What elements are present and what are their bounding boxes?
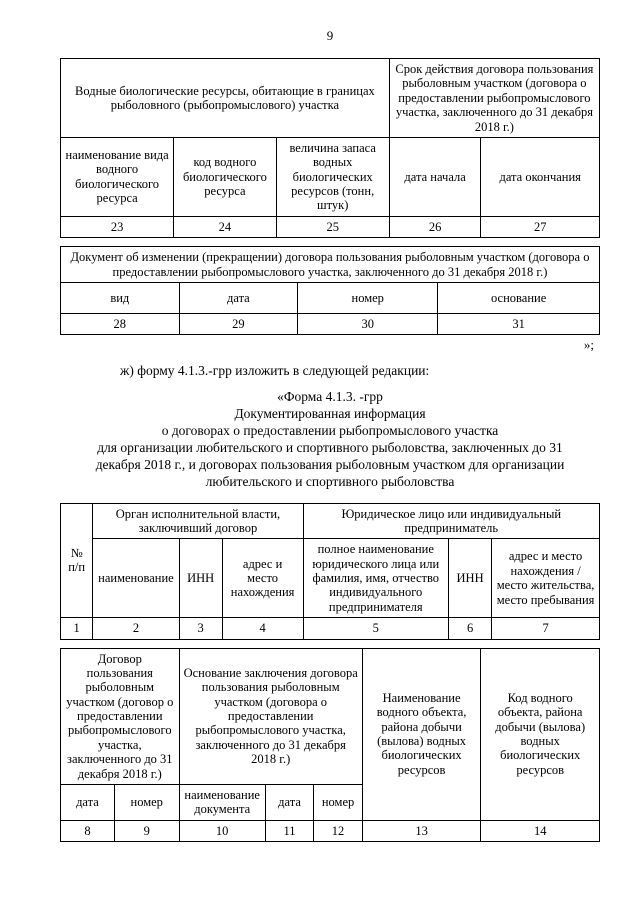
t1-s1: наименование вида водного биологического… <box>61 137 174 216</box>
t2-s1: вид <box>61 282 180 313</box>
t2-n2: 29 <box>179 313 298 334</box>
t2-s3: номер <box>298 282 438 313</box>
t2-h1: Документ об изменении (прекращении) дого… <box>61 247 600 283</box>
quote-end: »; <box>60 337 600 353</box>
t1-s3: величина запаса водных биологических рес… <box>276 137 389 216</box>
t3-n0: 1 <box>61 618 93 639</box>
t4-s5: номер <box>314 784 363 820</box>
t1-h1: Водные биологические ресурсы, обитающие … <box>61 59 390 138</box>
t3-s5: ИНН <box>449 539 492 618</box>
t3-n5: 6 <box>449 618 492 639</box>
t2-n4: 31 <box>438 313 600 334</box>
t3-n2: 3 <box>179 618 222 639</box>
t4-n2: 9 <box>114 820 179 841</box>
t1-n2: 24 <box>174 216 276 237</box>
t2-s4: основание <box>438 282 600 313</box>
t3-n6: 7 <box>492 618 600 639</box>
t4-h2: Основание заключения договора пользовани… <box>179 648 362 784</box>
t1-h2: Срок действия договора пользования рыбол… <box>389 59 599 138</box>
t3-s6: адрес и место нахождения / место жительс… <box>492 539 600 618</box>
t4-s1: дата <box>61 784 115 820</box>
t3-n3: 4 <box>222 618 303 639</box>
t1-n5: 27 <box>481 216 600 237</box>
page-number: 9 <box>60 28 600 44</box>
t4-s2: номер <box>114 784 179 820</box>
t4-n7: 14 <box>481 820 600 841</box>
t1-n4: 26 <box>389 216 481 237</box>
t4-h4: Код водного объекта, района добычи (выло… <box>481 648 600 820</box>
t3-s1: наименование <box>93 539 179 618</box>
table-resources: Водные биологические ресурсы, обитающие … <box>60 58 600 238</box>
t2-n3: 30 <box>298 313 438 334</box>
t4-n1: 8 <box>61 820 115 841</box>
t3-h1: Орган исполнительной власти, заключивший… <box>93 503 303 539</box>
t4-n3: 10 <box>179 820 265 841</box>
lead-text: ж) форму 4.1.3.-грр изложить в следующей… <box>120 363 560 379</box>
t1-s5: дата окончания <box>481 137 600 216</box>
table-authority-entity: № п/п Орган исполнительной власти, заклю… <box>60 503 600 640</box>
t4-n5: 12 <box>314 820 363 841</box>
t3-h2: Юридическое лицо или индивидуальный пред… <box>303 503 599 539</box>
t3-s3: адрес и место нахождения <box>222 539 303 618</box>
table-contract-basis: Договор пользования рыболовным участком … <box>60 648 600 843</box>
t4-n4: 11 <box>265 820 314 841</box>
t3-s2: ИНН <box>179 539 222 618</box>
table-document-change: Документ об изменении (прекращении) дого… <box>60 246 600 335</box>
t4-h3: Наименование водного объекта, района доб… <box>362 648 481 820</box>
heading-block: «Форма 4.1.3. -грр Документированная инф… <box>80 389 580 490</box>
t1-s2: код водного биологического ресурса <box>174 137 276 216</box>
t3-c0: № п/п <box>61 503 93 618</box>
t2-s2: дата <box>179 282 298 313</box>
t3-s4: полное наименование юридического лица ил… <box>303 539 449 618</box>
t3-n4: 5 <box>303 618 449 639</box>
t1-n1: 23 <box>61 216 174 237</box>
t3-n1: 2 <box>93 618 179 639</box>
t1-n3: 25 <box>276 216 389 237</box>
t4-s4: дата <box>265 784 314 820</box>
t4-s3: наименование документа <box>179 784 265 820</box>
t2-n1: 28 <box>61 313 180 334</box>
t4-n6: 13 <box>362 820 481 841</box>
t4-h1: Договор пользования рыболовным участком … <box>61 648 180 784</box>
t1-s4: дата начала <box>389 137 481 216</box>
